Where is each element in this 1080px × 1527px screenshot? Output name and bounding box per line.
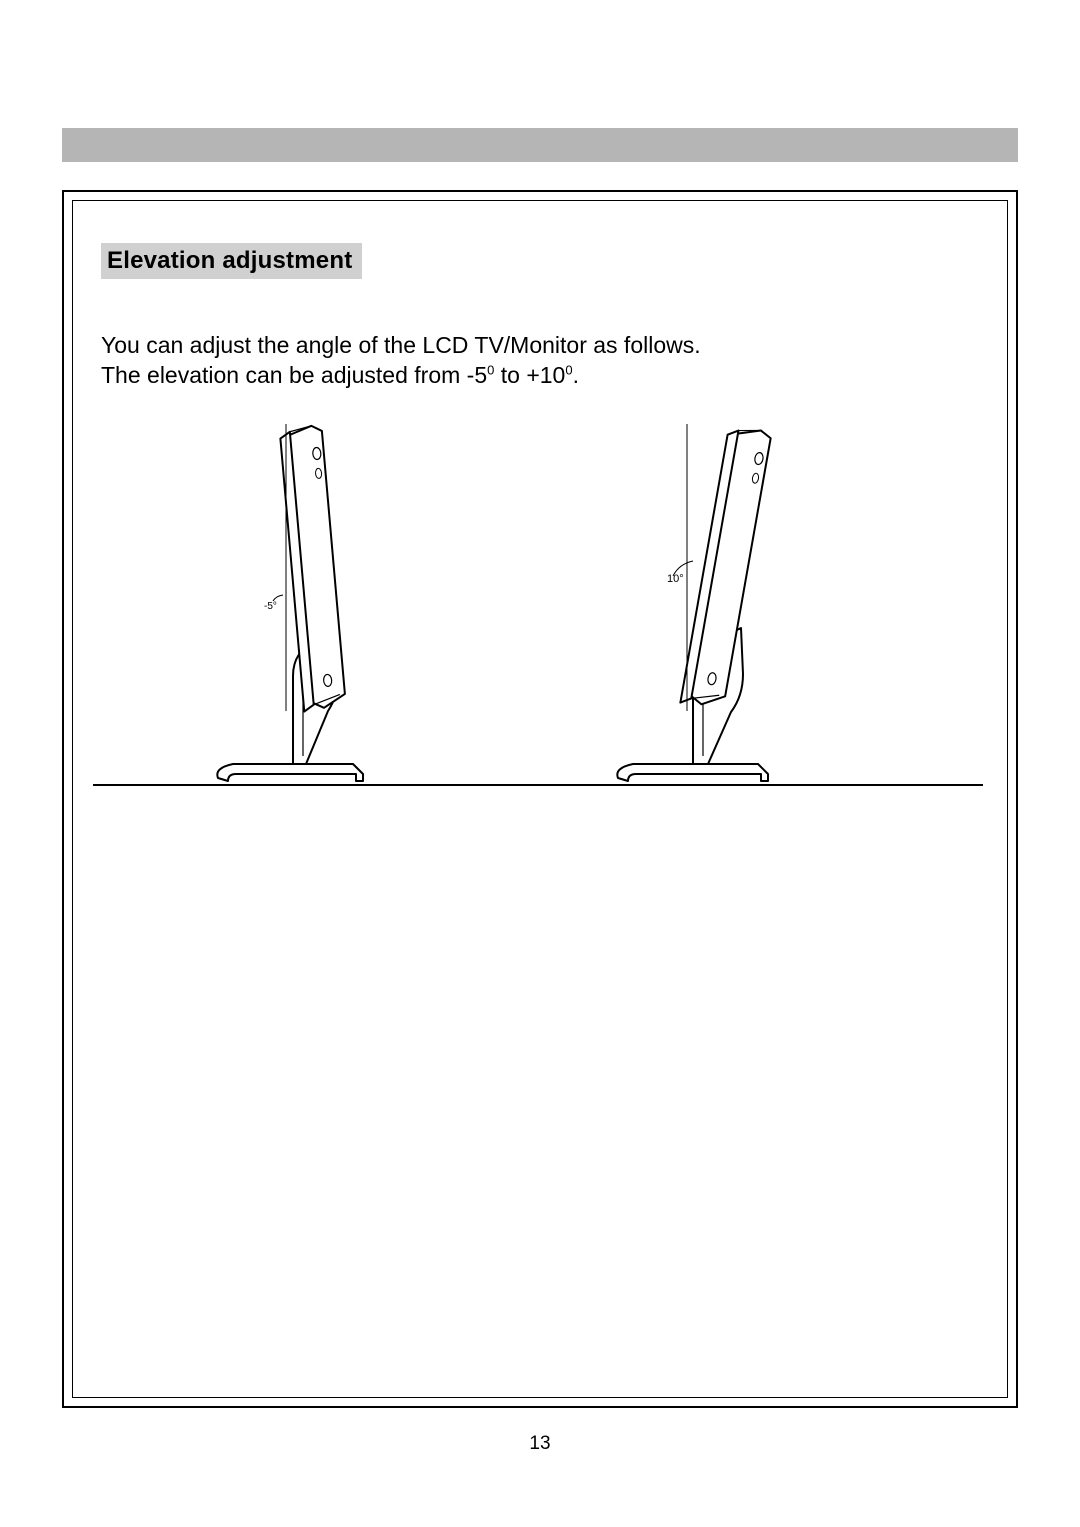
angle-label-left: -5°: [264, 601, 277, 612]
monitor-tilt-forward-diagram: 10°: [573, 416, 833, 786]
page-number: 13: [0, 1433, 1080, 1455]
body-line-2: The elevation can be adjusted from -5 0 t…: [101, 361, 701, 391]
body-line-2-suffix: .: [573, 362, 579, 388]
inner-frame: Elevation adjustment You can adjust the …: [72, 200, 1008, 1398]
header-bar: [62, 128, 1018, 162]
section-title: Elevation adjustment: [101, 243, 362, 279]
angle-label-right: 10°: [667, 573, 684, 585]
body-line-2-sup2: 0: [565, 362, 572, 377]
body-text: You can adjust the angle of the LCD TV/M…: [101, 331, 701, 391]
monitor-tilt-back-diagram: -5°: [188, 416, 418, 786]
diagram-area: -5°: [93, 416, 983, 786]
body-line-2-mid: to +10: [494, 362, 565, 388]
body-line-2-prefix: The elevation can be adjusted from -5: [101, 362, 487, 388]
body-line-1: You can adjust the angle of the LCD TV/M…: [101, 331, 701, 361]
outer-frame: Elevation adjustment You can adjust the …: [62, 190, 1018, 1408]
